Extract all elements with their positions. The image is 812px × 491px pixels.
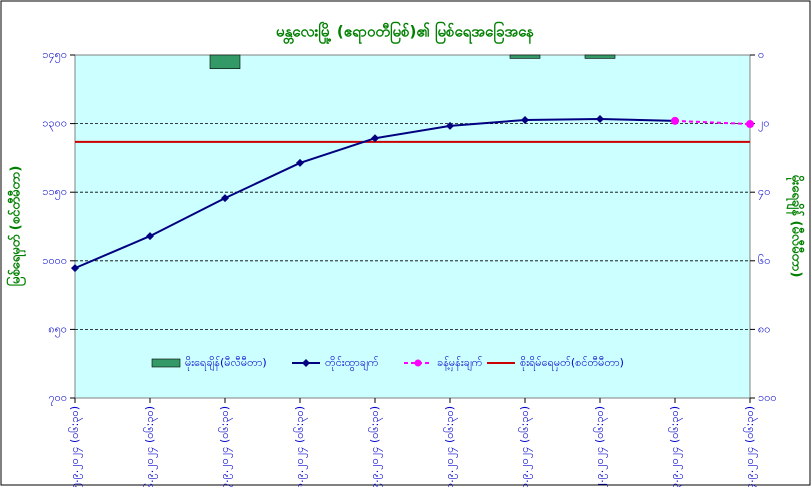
legend-label: စိုးရိမ်ရေမှတ်(စင်တီမီတာ): [520, 356, 624, 371]
bar: [509, 54, 541, 59]
legend-label: တိုင်းထွာချက်: [325, 356, 379, 371]
y2-tick-label: ၄၀: [758, 185, 770, 200]
y2-tick-label: ၈၀: [758, 322, 770, 335]
bar: [209, 54, 241, 70]
point: [521, 115, 529, 124]
legend-label: မိုးရေချိန်(မီလီမီတာ): [185, 356, 267, 371]
y2-axis-label: မိုးရေချိန် (မီလီမီတာ): [786, 175, 806, 278]
x-tick-label: ၁၀.၉.၂၀၂၄ (၀၆:၃၀): [443, 406, 458, 487]
bar: [584, 54, 616, 59]
x-tick-label: ၁၄.၉.၂၀၂၄ (၀၆:၃၀): [743, 406, 758, 487]
y-tick-label: ၈၅၀: [48, 322, 67, 337]
point: [596, 115, 604, 124]
y2-tick-label: ၆၀: [758, 254, 770, 267]
x-tick-label: ၁၂.၉.၂၀၂၄ (၀၆:၃၀): [593, 406, 608, 487]
legend-swatch: [151, 358, 181, 368]
y-tick-label: ၁၃၀၀: [42, 117, 67, 132]
y-axis-label: မြစ်ရေမှတ် (စင်တီမီတာ): [6, 166, 27, 287]
x-tick-label: ၈.၉.၂၀၂၄ (၀၆:၃၀): [293, 406, 308, 487]
series-line: [674, 119, 751, 126]
x-tick-label: ၇.၉.၂၀၂၄ (၀၆:၃၀): [218, 406, 233, 487]
y2-tick-label: ၂၀: [758, 117, 770, 132]
plot-area: [74, 54, 751, 399]
x-tick-label: ၉.၉.၂၀၂၄ (၀၆:၃၀): [368, 406, 383, 487]
point: [671, 116, 679, 125]
legend-marker: [302, 359, 310, 367]
point: [371, 134, 379, 143]
y2-tick-label: ၁၀၀: [758, 391, 777, 404]
x-tick-label: ၆.၉.၂၀၂၄ (၀၆:၃၀): [143, 406, 158, 487]
point: [296, 158, 304, 167]
y2-tick-label: ၀: [758, 48, 764, 61]
legend-marker: [414, 359, 422, 367]
point: [446, 121, 454, 130]
legend-label: ခန့်မှန်းချက်: [437, 356, 483, 371]
point: [146, 232, 154, 241]
x-tick-label: ၁၁.၉.၂၀၂၄ (၀၆:၃၀): [518, 406, 533, 487]
x-tick-label: ၅.၉.၂၀၂၄ (၀၆:၃၀): [68, 406, 83, 487]
x-tick-label: ၁၃.၉.၂၀၂၄ (၀၆:၃၀): [668, 406, 683, 487]
y-tick-label: ၁၀၀၀: [42, 254, 67, 267]
point: [221, 194, 229, 203]
y-tick-label: ၇၀၀: [48, 391, 67, 406]
y-tick-label: ၁၄၅၀: [42, 48, 67, 63]
point: [746, 120, 754, 129]
y-tick-label: ၁၁၅၀: [42, 185, 67, 200]
point: [71, 264, 79, 273]
